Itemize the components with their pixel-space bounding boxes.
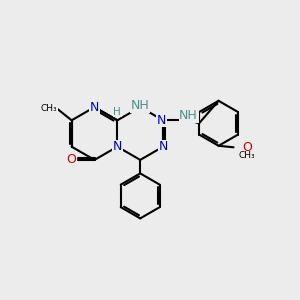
Text: H: H [113,107,121,117]
Text: N: N [157,114,166,127]
Text: NH: NH [131,99,150,112]
Text: O: O [242,141,252,154]
Text: O: O [67,153,76,167]
Text: N: N [113,140,122,153]
Text: CH₃: CH₃ [41,104,57,113]
Text: CH₃: CH₃ [239,151,255,160]
Text: N: N [158,140,168,153]
Text: N: N [90,100,99,114]
Text: NH: NH [179,109,198,122]
